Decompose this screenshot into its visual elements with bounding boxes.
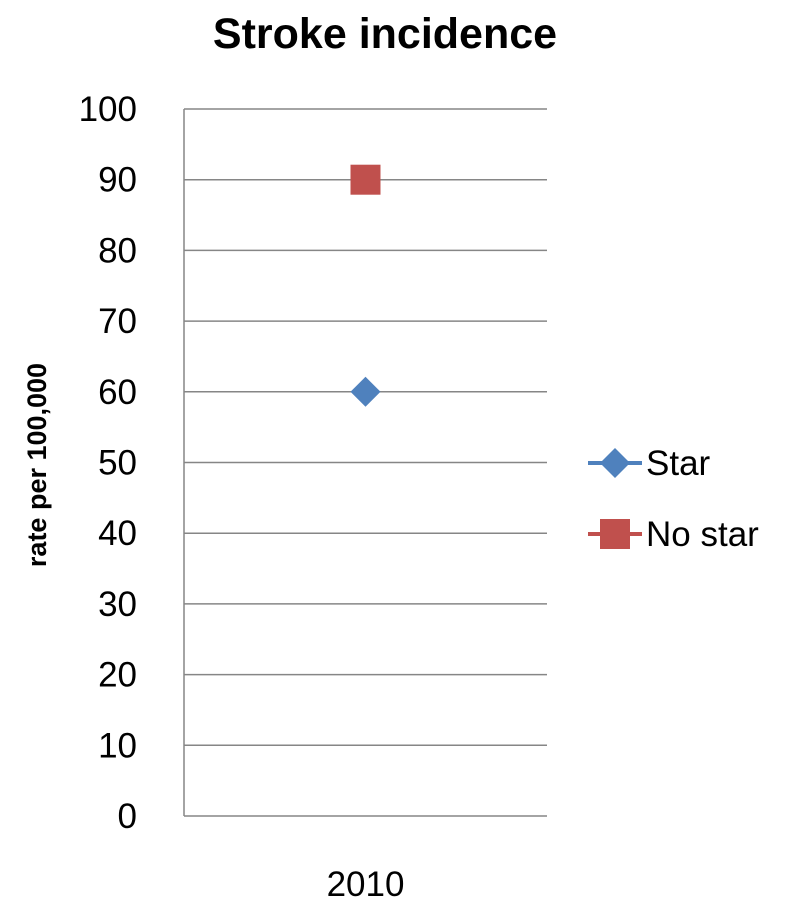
data-markers (350, 164, 381, 407)
data-point-star (350, 376, 381, 407)
y-tick-label: 80 (98, 231, 137, 270)
y-tick-label: 60 (98, 373, 137, 412)
y-tick-label: 50 (98, 444, 137, 483)
y-axis-ticks: 0 10 20 30 40 50 60 70 80 90 100 (79, 90, 137, 836)
y-tick-label: 40 (98, 514, 137, 553)
y-tick-label: 100 (79, 90, 137, 129)
y-tick-label: 90 (98, 161, 137, 200)
legend: Star No star (588, 444, 759, 554)
y-tick-label: 10 (98, 726, 137, 765)
chart-title: Stroke incidence (213, 10, 557, 58)
x-tick-label: 2010 (327, 865, 405, 901)
data-point-no-star (350, 164, 381, 195)
y-tick-label: 70 (98, 302, 137, 341)
legend-diamond-star (600, 448, 630, 478)
y-tick-label: 30 (98, 585, 137, 624)
x-axis-ticks: 2010 (327, 865, 405, 901)
y-tick-label: 0 (118, 797, 137, 836)
gridlines (184, 108, 547, 817)
y-axis-label: rate per 100,000 (22, 363, 52, 567)
legend-square-no-star (600, 519, 630, 549)
y-tick-label: 20 (98, 656, 137, 695)
legend-label-no-star: No star (646, 515, 759, 554)
legend-label-star: Star (646, 444, 711, 483)
